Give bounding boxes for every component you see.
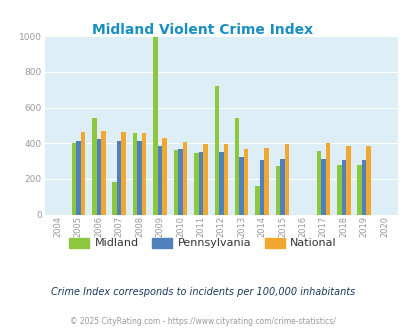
Bar xyxy=(202,144,207,214)
Bar xyxy=(92,118,96,214)
Bar xyxy=(101,131,105,214)
Bar xyxy=(234,118,239,214)
Bar xyxy=(132,133,137,214)
Bar xyxy=(76,141,81,214)
Bar xyxy=(356,165,361,214)
Bar xyxy=(71,143,76,214)
Bar xyxy=(121,132,126,214)
Bar xyxy=(81,132,85,214)
Bar xyxy=(178,148,182,214)
Bar xyxy=(264,148,268,214)
Bar xyxy=(158,146,162,214)
Bar xyxy=(218,152,223,214)
Bar xyxy=(366,146,370,214)
Bar xyxy=(141,133,146,214)
Bar xyxy=(259,160,264,214)
Bar xyxy=(316,151,320,214)
Bar xyxy=(153,37,158,214)
Bar xyxy=(214,86,218,214)
Bar xyxy=(284,144,288,214)
Bar xyxy=(345,146,350,214)
Bar xyxy=(361,160,366,214)
Bar xyxy=(325,143,329,214)
Bar xyxy=(137,142,141,214)
Bar xyxy=(223,144,228,214)
Bar xyxy=(112,182,117,214)
Bar xyxy=(255,186,259,214)
Bar xyxy=(336,165,341,214)
Bar xyxy=(194,153,198,214)
Legend: Midland, Pennsylvania, National: Midland, Pennsylvania, National xyxy=(64,233,341,253)
Bar xyxy=(243,148,248,214)
Text: Crime Index corresponds to incidents per 100,000 inhabitants: Crime Index corresponds to incidents per… xyxy=(51,287,354,297)
Bar xyxy=(96,139,101,214)
Bar xyxy=(239,157,243,214)
Text: Midland Violent Crime Index: Midland Violent Crime Index xyxy=(92,23,313,37)
Bar xyxy=(279,159,284,214)
Bar xyxy=(182,142,187,214)
Bar xyxy=(117,141,121,214)
Bar xyxy=(320,159,325,214)
Bar xyxy=(162,138,166,214)
Text: © 2025 CityRating.com - https://www.cityrating.com/crime-statistics/: © 2025 CityRating.com - https://www.city… xyxy=(70,317,335,326)
Bar xyxy=(275,166,279,214)
Bar xyxy=(173,150,178,214)
Bar xyxy=(198,152,202,214)
Bar xyxy=(341,160,345,214)
